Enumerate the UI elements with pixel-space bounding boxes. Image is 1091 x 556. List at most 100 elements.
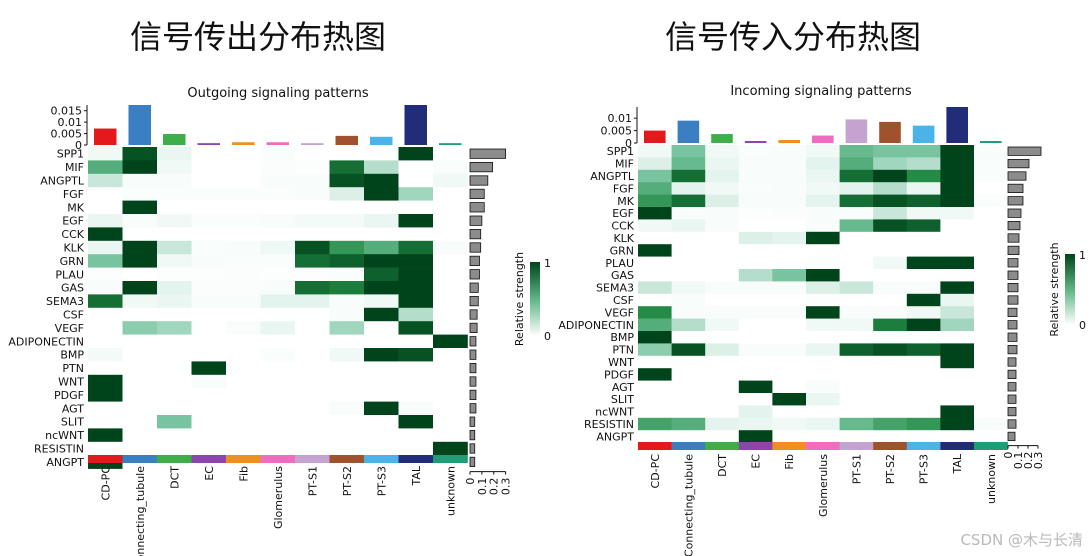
- incoming-cell-plau-connecting-tubule: [671, 256, 706, 270]
- outgoing-cell-egf-connecting-tubule: [122, 214, 158, 228]
- incoming-cell-wnt-pt-s3: [906, 355, 941, 369]
- incoming-row-label-agt: AGT: [612, 381, 634, 394]
- outgoing-cell-angptl-glomerulus: [260, 173, 296, 188]
- incoming-cell-klk-fib: [772, 231, 807, 245]
- incoming-cell-egf-connecting-tubule: [671, 207, 706, 220]
- incoming-legend-title: Relative strength: [1048, 242, 1061, 336]
- incoming-cell-klk-tal: [940, 231, 975, 245]
- incoming-cell-adiponectin-connecting-tubule: [671, 318, 706, 332]
- outgoing-cell-klk-pt-s2: [329, 240, 365, 255]
- outgoing-cell-grn-glomerulus: [260, 254, 296, 268]
- outgoing-col-axis-label: 0.015: [51, 105, 83, 118]
- outgoing-cell-sema3-pt-s3: [364, 294, 399, 309]
- outgoing-cell-adiponectin-pt-s2: [329, 334, 365, 349]
- outgoing-cell-resistin-ec: [191, 441, 227, 456]
- outgoing-cell-fgf-pt-s2: [329, 187, 365, 201]
- outgoing-cell-pdgf-ec: [191, 388, 227, 402]
- incoming-cell-egf-cd-pc: [638, 207, 672, 220]
- outgoing-legend-bar: [530, 262, 540, 336]
- incoming-cell-sema3-unknown: [974, 281, 1008, 295]
- outgoing-cell-wnt-fib: [226, 374, 261, 389]
- incoming-cell-csf-glomerulus: [806, 293, 840, 307]
- outgoing-color-strip-ec: [191, 455, 227, 463]
- incoming-cell-pdgf-pt-s3: [906, 368, 941, 381]
- incoming-cell-angpt-pt-s2: [873, 430, 908, 443]
- outgoing-cell-klk-unknown: [433, 240, 468, 255]
- outgoing-cell-mk-pt-s3: [364, 200, 399, 215]
- incoming-cell-angptl-unknown: [974, 169, 1008, 183]
- incoming-cell-slit-glomerulus: [806, 393, 840, 406]
- outgoing-cell-vegf-pt-s3: [364, 321, 399, 335]
- incoming-cell-agt-glomerulus: [806, 380, 840, 394]
- outgoing-cell-csf-pt-s3: [364, 307, 399, 322]
- incoming-cell-resistin-fib: [772, 417, 807, 431]
- incoming-row-bar-vegf: [1007, 307, 1018, 318]
- outgoing-cell-vegf-cd-pc: [88, 321, 123, 335]
- incoming-cell-angptl-fib: [772, 169, 807, 183]
- outgoing-cell-csf-fib: [226, 307, 261, 322]
- incoming-cell-vegf-connecting-tubule: [671, 306, 706, 319]
- outgoing-cell-csf-tal: [398, 307, 434, 322]
- incoming-cell-angptl-connecting-tubule: [671, 169, 706, 183]
- incoming-cell-resistin-connecting-tubule: [671, 417, 706, 431]
- incoming-cell-mk-glomerulus: [806, 194, 840, 208]
- incoming-cell-agt-fib: [772, 380, 807, 394]
- outgoing-row-bar-plau: [469, 269, 480, 280]
- outgoing-cell-agt-pt-s2: [329, 401, 365, 416]
- incoming-row-axis-label: 0.3: [1032, 452, 1045, 470]
- outgoing-cell-fgf-ec: [191, 187, 227, 201]
- outgoing-row-label-fgf: FGF: [63, 188, 84, 201]
- outgoing-row-label-bmp: BMP: [60, 349, 84, 362]
- incoming-cell-angpt-pt-s1: [839, 430, 874, 443]
- outgoing-row-bar-egf: [469, 215, 483, 226]
- outgoing-row-label-wnt: WNT: [58, 376, 84, 389]
- outgoing-cell-plau-pt-s3: [364, 267, 399, 282]
- outgoing-cell-slit-connecting-tubule: [122, 415, 158, 429]
- incoming-cell-pdgf-cd-pc: [638, 368, 672, 381]
- outgoing-col-label-dct: DCT: [168, 466, 181, 489]
- incoming-cell-slit-fib: [772, 393, 807, 406]
- outgoing-cell-angptl-pt-s1: [295, 173, 330, 188]
- outgoing-cell-mk-tal: [398, 200, 434, 215]
- incoming-heatmap-chart: Incoming signaling patterns SPP1MIFANGPTL…: [558, 84, 1086, 556]
- incoming-row-label-mif: MIF: [615, 158, 634, 171]
- outgoing-cell-grn-unknown: [433, 254, 468, 268]
- outgoing-cell-pdgf-cd-pc: [88, 388, 123, 402]
- incoming-row-bar-pdgf: [1007, 369, 1017, 380]
- outgoing-cell-wnt-cd-pc: [88, 374, 123, 389]
- outgoing-cell-grn-ec: [191, 254, 227, 268]
- incoming-cell-angpt-dct: [705, 430, 740, 443]
- incoming-color-strip-pt-s2: [873, 442, 908, 450]
- outgoing-cell-ptn-pt-s1: [295, 361, 330, 376]
- outgoing-cell-sema3-tal: [398, 294, 434, 309]
- incoming-row-label-ncwnt: ncWNT: [595, 406, 634, 419]
- outgoing-cell-sema3-glomerulus: [260, 294, 296, 309]
- incoming-cell-mk-fib: [772, 194, 807, 208]
- incoming-cell-klk-dct: [705, 231, 740, 245]
- incoming-cell-ptn-pt-s2: [873, 343, 908, 357]
- incoming-cell-adiponectin-glomerulus: [806, 318, 840, 332]
- incoming-cell-slit-connecting-tubule: [671, 393, 706, 406]
- outgoing-cell-plau-fib: [226, 267, 261, 282]
- outgoing-cell-slit-dct: [157, 415, 192, 429]
- outgoing-cell-mif-ec: [191, 160, 227, 175]
- outgoing-cell-adiponectin-cd-pc: [88, 334, 123, 349]
- incoming-row-bar-cck: [1007, 220, 1021, 231]
- incoming-cell-ptn-glomerulus: [806, 343, 840, 357]
- incoming-cell-fgf-pt-s2: [873, 182, 908, 195]
- incoming-col-label-pt-s2: PT-S2: [884, 454, 897, 484]
- outgoing-cell-ptn-glomerulus: [260, 361, 296, 376]
- incoming-cell-resistin-cd-pc: [638, 417, 672, 431]
- outgoing-cell-bmp-glomerulus: [260, 348, 296, 362]
- outgoing-row-label-klk: KLK: [63, 242, 84, 255]
- incoming-row-label-fgf: FGF: [613, 182, 634, 195]
- outgoing-cell-cck-cd-pc: [88, 227, 123, 242]
- incoming-cell-plau-dct: [705, 256, 740, 270]
- outgoing-cell-mk-cd-pc: [88, 200, 123, 215]
- incoming-row-bar-gas: [1007, 270, 1019, 280]
- incoming-cell-cck-fib: [772, 219, 807, 233]
- outgoing-cell-agt-dct: [157, 401, 192, 416]
- incoming-cell-csf-fib: [772, 293, 807, 307]
- incoming-row-label-vegf: VEGF: [605, 306, 634, 319]
- outgoing-legend-title: Relative strength: [513, 252, 526, 346]
